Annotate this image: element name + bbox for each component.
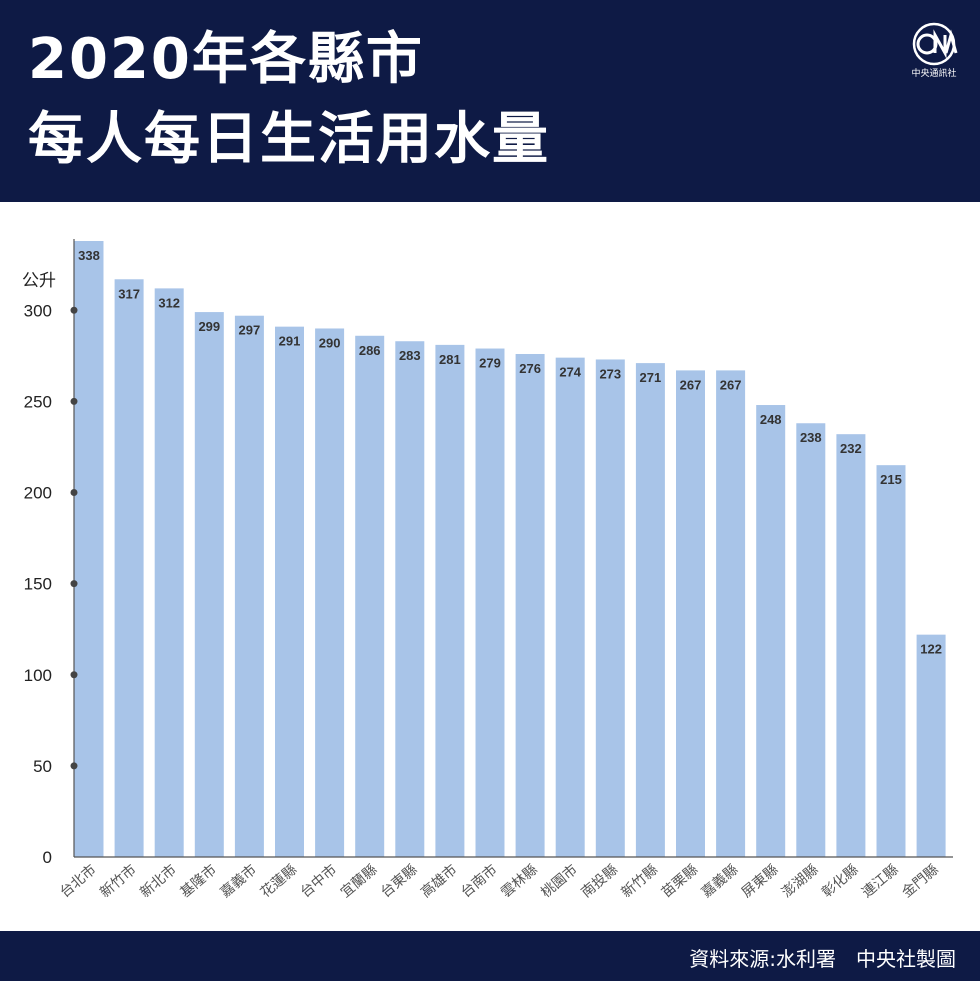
- logo-text: 中央通訊社: [911, 67, 956, 79]
- bar-value-label: 291: [279, 334, 301, 349]
- bar-20: [836, 434, 866, 857]
- y-tick-label: 200: [24, 484, 52, 503]
- header-banner: 2020年各縣市 每人每日生活用水量 中央通訊社: [0, 0, 980, 202]
- bar-chart: 338 317 312 299 297 291 290 286 283 281 279 276 274 2…: [22, 239, 953, 901]
- bar-5: [234, 315, 264, 857]
- bar-9: [395, 341, 425, 857]
- bar-value-label: 271: [640, 370, 662, 385]
- bar-7: [315, 328, 345, 858]
- y-tick-label: 150: [24, 575, 52, 594]
- x-category-label: 連江縣: [859, 862, 901, 901]
- bar-value-label: 312: [158, 295, 180, 310]
- x-category-label: 台南市: [457, 861, 500, 901]
- bar-15: [635, 363, 665, 857]
- footer-banner: 資料來源:水利署 中央社製圖: [0, 931, 980, 981]
- bar-18: [756, 405, 786, 857]
- x-category-label: 嘉義市: [217, 861, 260, 901]
- bar-value-label: 215: [880, 472, 902, 487]
- bar-14: [595, 359, 625, 857]
- x-category-label: 基隆市: [177, 861, 220, 901]
- y-tick-label: 250: [24, 392, 52, 411]
- bar-value-label: 297: [239, 323, 261, 338]
- x-category-label: 桃園市: [538, 861, 581, 901]
- x-category-label: 新北市: [137, 861, 180, 901]
- bar-19: [796, 423, 826, 857]
- bar-value-label: 232: [840, 441, 862, 456]
- bar-value-label: 238: [800, 430, 822, 445]
- x-category-label: 台中市: [297, 861, 340, 901]
- y-tick-dot: [70, 580, 78, 588]
- bar-1: [74, 241, 104, 857]
- bar-value-label: 122: [920, 642, 942, 657]
- x-category-label: 宜蘭縣: [338, 862, 380, 901]
- x-category-label: 南投縣: [578, 862, 620, 901]
- y-tick-dot: [70, 762, 78, 770]
- x-category-label: 屏東縣: [739, 862, 781, 901]
- bar-6: [275, 326, 304, 857]
- bar-value-label: 279: [479, 356, 501, 371]
- bar-16: [676, 370, 705, 857]
- bar-4: [194, 312, 224, 857]
- source-credit: 資料來源:水利署 中央社製圖: [689, 947, 956, 971]
- x-category-label: 新竹縣: [619, 862, 661, 901]
- bar-value-label: 267: [680, 377, 702, 392]
- bar-value-label: 286: [359, 343, 381, 358]
- cna-logo-icon: 中央通訊社: [911, 22, 958, 79]
- chart-title-line-2: 每人每日生活用水量: [28, 107, 550, 172]
- y-tick-label: 0: [43, 848, 52, 867]
- bar-22: [916, 634, 946, 857]
- x-category-label: 嘉義縣: [698, 861, 741, 901]
- y-tick-dot: [70, 397, 78, 405]
- bar-value-label: 248: [760, 412, 782, 427]
- bar-17: [716, 370, 746, 857]
- bar-8: [355, 335, 385, 857]
- bar-value-label: 299: [198, 319, 220, 334]
- y-tick-dot: [70, 489, 78, 497]
- x-category-label: 台東縣: [378, 862, 420, 901]
- bar-value-label: 274: [559, 365, 581, 380]
- y-tick-label: 50: [33, 757, 52, 776]
- bar-value-label: 338: [78, 248, 100, 263]
- bar-value-label: 283: [399, 348, 421, 363]
- y-tick-dot: [70, 306, 78, 314]
- x-category-label: 花蓮縣: [258, 862, 300, 901]
- bar-11: [475, 348, 505, 857]
- x-category-label: 金門縣: [899, 862, 941, 901]
- bar-value-label: 290: [319, 335, 341, 350]
- y-axis-unit-label: 公升: [22, 271, 56, 291]
- x-category-label: 新竹市: [97, 861, 140, 901]
- x-category-label: 台北市: [56, 861, 99, 901]
- y-tick-dot: [70, 671, 78, 679]
- bar-3: [154, 288, 184, 857]
- chart-title-line-1: 2020年各縣市: [28, 27, 424, 92]
- bar-value-label: 317: [118, 286, 140, 301]
- x-category-label: 彰化縣: [818, 861, 861, 901]
- x-category-label: 雲林縣: [498, 862, 540, 901]
- bar-value-label: 273: [599, 366, 621, 381]
- bar-12: [515, 353, 545, 857]
- bar-value-label: 276: [519, 361, 541, 376]
- bar-13: [555, 357, 585, 857]
- bar-10: [435, 344, 465, 857]
- x-category-label: 高雄市: [417, 861, 460, 901]
- bar-value-label: 281: [439, 352, 461, 367]
- bar-value-label: 267: [720, 377, 742, 392]
- y-tick-label: 300: [24, 301, 52, 320]
- bar-2: [114, 279, 144, 857]
- y-tick-label: 100: [24, 666, 52, 685]
- x-category-label: 苗栗縣: [659, 862, 701, 901]
- x-category-label: 澎湖縣: [779, 862, 821, 901]
- bar-21: [876, 465, 906, 857]
